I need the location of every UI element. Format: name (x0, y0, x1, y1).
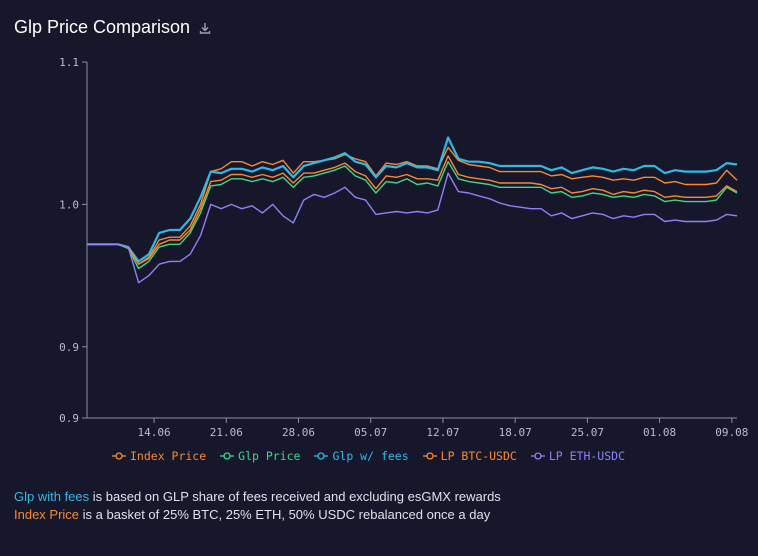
note-line-fees: Glp with fees is based on GLP share of f… (14, 488, 501, 506)
x-tick-label: 18.07 (499, 426, 532, 439)
legend-marker-icon (220, 452, 235, 460)
x-tick-label: 28.06 (282, 426, 315, 439)
legend-label: LP ETH-USDC (548, 449, 625, 463)
x-tick-label: 25.07 (571, 426, 604, 439)
note-highlight-index: Index Price (14, 507, 80, 522)
y-tick-label: 1.0 (59, 198, 79, 211)
legend-item-lp-eth-usdc[interactable]: LP ETH-USDC (530, 449, 625, 463)
chart-header: Glp Price Comparison (14, 17, 212, 38)
chart-legend: Index Price Glp Price Glp w/ fees LP BTC-US… (112, 449, 625, 463)
y-tick-label: 1.1 (59, 56, 79, 69)
y-tick-label: 0.9 (59, 412, 79, 425)
legend-item-glp-price[interactable]: Glp Price (220, 449, 300, 463)
series-line-lp-eth-usdc (87, 172, 738, 284)
note-text-index: is a basket of 25% BTC, 25% ETH, 50% USD… (79, 507, 491, 522)
legend-marker-icon (422, 452, 437, 460)
legend-item-index-price[interactable]: Index Price (112, 449, 206, 463)
legend-label: Glp Price (238, 449, 301, 463)
x-tick-label: 05.07 (354, 426, 387, 439)
legend-item-glp-w-fees[interactable]: Glp w/ fees (314, 449, 409, 463)
download-icon[interactable] (198, 21, 212, 35)
chart-series (87, 136, 738, 284)
note-text-fees: is based on GLP share of fees received a… (89, 489, 501, 504)
chart-title: Glp Price Comparison (14, 17, 191, 37)
x-tick-label: 14.06 (138, 426, 171, 439)
x-tick-label: 12.07 (426, 426, 459, 439)
legend-marker-icon (530, 452, 545, 460)
chart-notes: Glp with fees is based on GLP share of f… (14, 488, 501, 524)
x-tick-label: 09.08 (715, 426, 748, 439)
legend-marker-icon (314, 452, 329, 460)
y-tick-label: 0.9 (59, 341, 79, 354)
series-line-glp-price (87, 161, 738, 270)
legend-item-lp-btc-usdc[interactable]: LP BTC-USDC (422, 449, 517, 463)
note-highlight-fees: Glp with fees (14, 489, 90, 504)
price-chart: 0.9 0.9 1.0 1.1 14.06 21.06 28.06 05.07 12.07 18.… (59, 56, 748, 439)
x-tick-label: 21.06 (210, 426, 243, 439)
chart-axes: 0.9 0.9 1.0 1.1 14.06 21.06 28.06 05.07 12.07 18.… (59, 56, 748, 439)
series-line-lp-btc-usdc (87, 155, 738, 265)
note-line-index: Index Price is a basket of 25% BTC, 25% … (14, 506, 501, 524)
x-tick-label: 01.08 (643, 426, 676, 439)
legend-marker-icon (112, 452, 126, 460)
series-line-index-price (87, 146, 738, 265)
legend-label: Glp w/ fees (332, 449, 409, 463)
series-line-glp-w-fees (87, 136, 738, 263)
legend-label: LP BTC-USDC (440, 449, 517, 463)
legend-label: Index Price (130, 449, 207, 463)
